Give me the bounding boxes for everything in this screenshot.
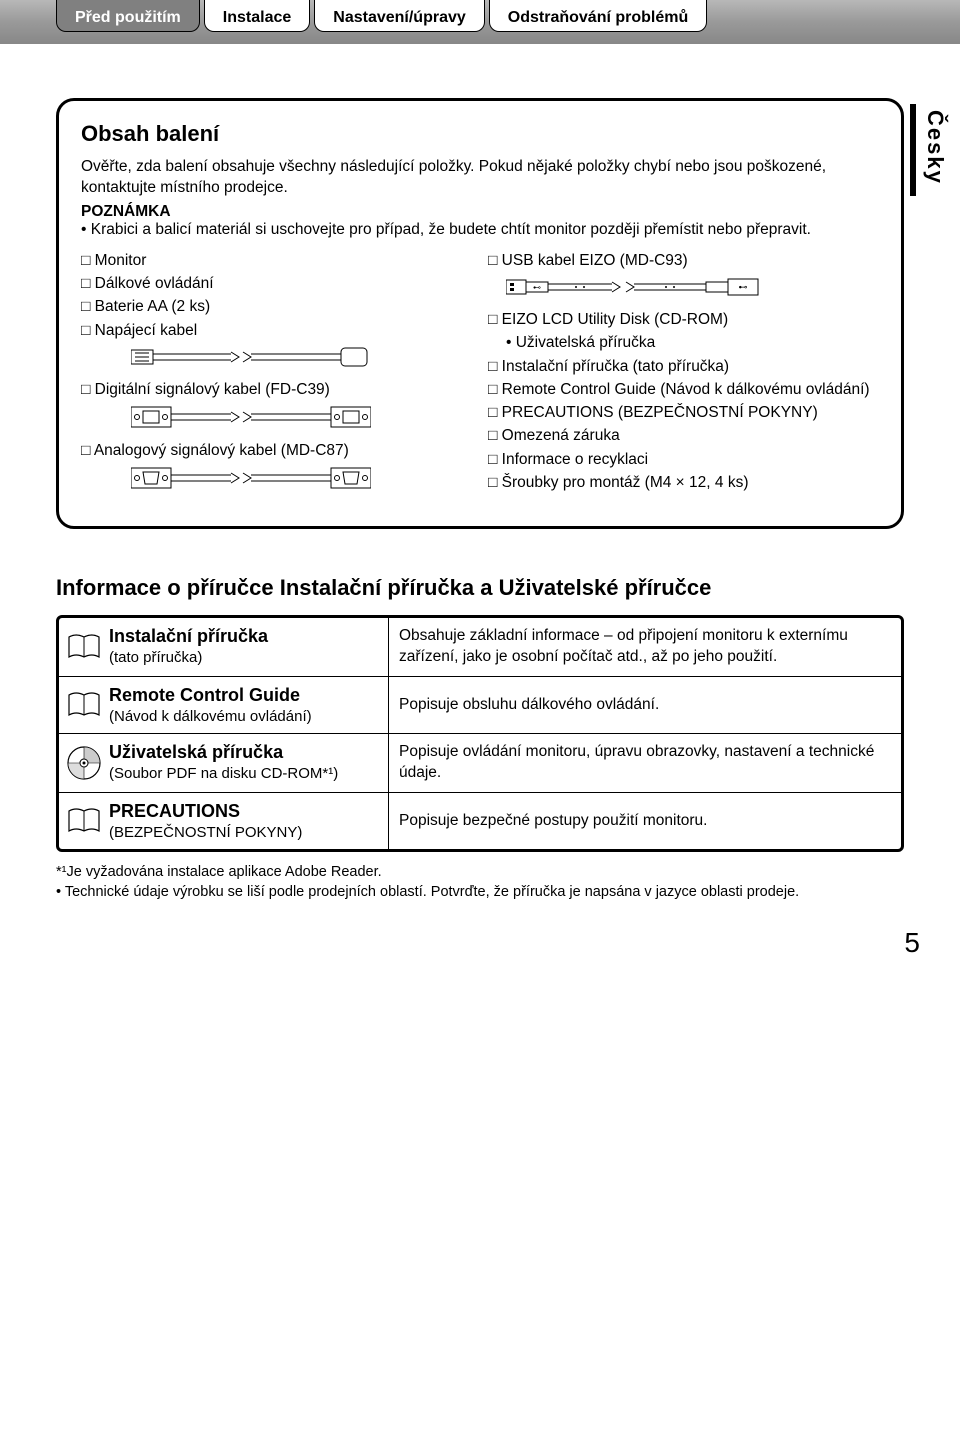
- language-side-label: Česky: [922, 110, 948, 185]
- list-item: □ Dálkové ovládání: [81, 272, 472, 295]
- page-number: 5: [904, 927, 920, 959]
- vga-cable-icon: [131, 464, 371, 492]
- power-cable-icon: [131, 344, 371, 370]
- list-item: □ EIZO LCD Utility Disk (CD-ROM): [488, 308, 879, 331]
- footnote: *¹Je vyžadována instalace aplikace Adobe…: [56, 862, 904, 882]
- tab-install[interactable]: Instalace: [204, 0, 310, 32]
- list-item: □ PRECAUTIONS (BEZPEČNOSTNÍ POKYNY): [488, 401, 879, 424]
- section-manuals-heading: Informace o příručce Instalační příručka…: [56, 575, 904, 601]
- manual-subtitle: (Soubor PDF na disku CD-ROM*¹): [109, 765, 382, 782]
- list-item: □ Omezená záruka: [488, 424, 879, 447]
- manual-subtitle: (Návod k dálkovému ovládání): [109, 708, 382, 725]
- list-item: □ Remote Control Guide (Návod k dálkovém…: [488, 378, 879, 401]
- manual-title: PRECAUTIONS: [109, 801, 382, 822]
- list-item: □ USB kabel EIZO (MD-C93): [488, 249, 879, 272]
- note-text: • Krabici a balicí materiál si uschovejt…: [81, 221, 879, 239]
- side-bar: [910, 104, 916, 196]
- box-title: Obsah balení: [81, 121, 879, 147]
- manual-subtitle: (BEZPEČNOSTNÍ POKYNY): [109, 824, 382, 841]
- manual-name-cell: Instalační příručka (tato příručka): [109, 618, 389, 676]
- manual-subtitle: (tato příručka): [109, 649, 382, 666]
- manual-desc: Popisuje bezpečné postupy použití monito…: [389, 793, 901, 849]
- manual-name-cell: PRECAUTIONS (BEZPEČNOSTNÍ POKYNY): [109, 793, 389, 849]
- tabs-row: Před použitím Instalace Nastavení/úpravy…: [0, 0, 960, 44]
- tab-label: Instalace: [223, 9, 291, 27]
- list-item: □ Monitor: [81, 249, 472, 272]
- manual-row: Uživatelská příručka (Soubor PDF na disk…: [59, 734, 901, 793]
- box-intro: Ověřte, zda balení obsahuje všechny násl…: [81, 157, 879, 199]
- package-columns: □ Monitor □ Dálkové ovládání □ Baterie A…: [81, 249, 879, 501]
- manual-title: Remote Control Guide: [109, 685, 382, 706]
- manual-row: Remote Control Guide (Návod k dálkovému …: [59, 677, 901, 734]
- package-contents-box: Obsah balení Ověřte, zda balení obsahuje…: [56, 98, 904, 529]
- dvi-cable-icon: [131, 403, 371, 431]
- usb-cable-icon: ⊷ ⊷: [506, 274, 766, 300]
- book-icon: [59, 618, 109, 676]
- note-label: POZNÁMKA: [81, 203, 879, 221]
- right-column: □ USB kabel EIZO (MD-C93) ⊷ ⊷ □: [480, 249, 879, 501]
- tab-before-use[interactable]: Před použitím: [56, 0, 200, 32]
- book-icon: [59, 793, 109, 849]
- footnotes: *¹Je vyžadována instalace aplikace Adobe…: [56, 862, 904, 903]
- list-item: □ Informace o recyklaci: [488, 448, 879, 471]
- svg-text:⊷: ⊷: [739, 282, 748, 292]
- manual-row: PRECAUTIONS (BEZPEČNOSTNÍ POKYNY) Popisu…: [59, 793, 901, 849]
- manual-desc: Popisuje obsluhu dálkového ovládání.: [389, 677, 901, 733]
- footnote: • Technické údaje výrobku se liší podle …: [56, 882, 904, 902]
- cd-icon: [59, 734, 109, 792]
- list-item: □ Šroubky pro montáž (M4 × 12, 4 ks): [488, 471, 879, 494]
- manuals-table: Instalační příručka (tato příručka) Obsa…: [56, 615, 904, 852]
- book-icon: [59, 677, 109, 733]
- list-item: □ Instalační příručka (tato příručka): [488, 355, 879, 378]
- list-item: • Uživatelská příručka: [488, 331, 879, 354]
- manual-name-cell: Uživatelská příručka (Soubor PDF na disk…: [109, 734, 389, 792]
- list-item: □ Analogový signálový kabel (MD-C87): [81, 439, 472, 462]
- left-column: □ Monitor □ Dálkové ovládání □ Baterie A…: [81, 249, 480, 501]
- list-item: □ Napájecí kabel: [81, 319, 472, 342]
- manual-desc: Popisuje ovládání monitoru, úpravu obraz…: [389, 734, 901, 792]
- list-item: □ Baterie AA (2 ks): [81, 295, 472, 318]
- list-item: □ Digitální signálový kabel (FD-C39): [81, 378, 472, 401]
- svg-text:⊷: ⊷: [533, 283, 541, 292]
- tab-label: Nastavení/úpravy: [333, 9, 466, 27]
- tab-label: Před použitím: [75, 9, 181, 27]
- manual-desc: Obsahuje základní informace – od připoje…: [389, 618, 901, 676]
- manual-title: Uživatelská příručka: [109, 742, 382, 763]
- tab-settings[interactable]: Nastavení/úpravy: [314, 0, 485, 32]
- manual-name-cell: Remote Control Guide (Návod k dálkovému …: [109, 677, 389, 733]
- tab-label: Odstraňování problémů: [508, 9, 688, 27]
- manual-row: Instalační příručka (tato příručka) Obsa…: [59, 618, 901, 677]
- tab-troubleshoot[interactable]: Odstraňování problémů: [489, 0, 707, 32]
- manual-title: Instalační příručka: [109, 626, 382, 647]
